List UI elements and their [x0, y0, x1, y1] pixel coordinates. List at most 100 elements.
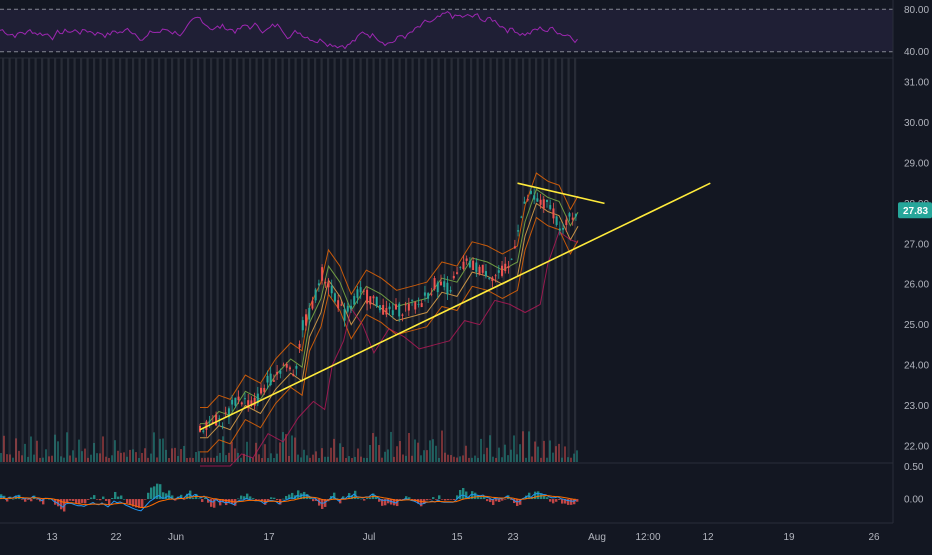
axes: 80.0040.0031.0030.0029.0028.0027.0026.00… [0, 0, 932, 543]
macd-histogram-bar [96, 499, 99, 500]
candle-body [504, 263, 507, 272]
volume-bar [273, 457, 275, 462]
macd-histogram-bar [519, 499, 522, 505]
session-stripe [450, 58, 453, 462]
macd-histogram-bar [192, 497, 195, 500]
candle-body [337, 300, 340, 309]
candle-body [247, 400, 250, 409]
macd-histogram-bar [117, 496, 120, 500]
volume-bar [288, 455, 290, 462]
candle-body [520, 216, 523, 218]
macd-histogram-bar [378, 499, 381, 502]
rsi-band-fill [0, 9, 893, 52]
volume-bar [447, 454, 449, 462]
x-tick-label: Aug [588, 532, 606, 543]
rsi-panel [0, 8, 893, 53]
volume-bar [336, 457, 338, 462]
candle-body [276, 371, 279, 375]
macd-histogram-bar [30, 499, 33, 502]
macd-histogram-bar [321, 499, 324, 509]
macd-histogram-bar [366, 498, 369, 500]
candle-body [218, 418, 221, 420]
session-stripe [288, 58, 291, 462]
session-stripe [145, 58, 148, 462]
session-shading [2, 58, 577, 462]
macd-histogram-bar [573, 499, 576, 505]
session-stripe [132, 58, 135, 462]
volume-bar [525, 457, 527, 462]
macd-histogram-bar [114, 491, 117, 500]
volume-bar [177, 456, 179, 462]
macd-histogram-bar [69, 499, 72, 501]
volume-bar [327, 456, 329, 462]
macd-histogram-bar [165, 493, 168, 500]
volume-bar [522, 431, 524, 462]
session-stripe [21, 58, 24, 462]
volume-bar [270, 453, 272, 462]
session-stripe [268, 58, 271, 462]
price-y-tick-label: 25.00 [904, 320, 929, 331]
macd-histogram-bar [111, 498, 114, 500]
volume-bar [201, 457, 203, 462]
volume-bar [492, 456, 494, 462]
candle-body [446, 282, 449, 295]
macd-histogram-bar [387, 499, 390, 504]
session-stripe [80, 58, 83, 462]
candle-body [353, 296, 356, 305]
price-panel[interactable] [0, 172, 711, 467]
macd-histogram-bar [27, 499, 30, 500]
volume-bar [276, 453, 278, 462]
macd-histogram-bar [138, 499, 141, 508]
volume-bar [60, 456, 62, 462]
candle-body [272, 380, 275, 382]
volume-bar [93, 442, 95, 462]
macd-histogram-bar [84, 499, 87, 504]
rsi-y-tick-label: 80.00 [904, 5, 929, 16]
volume-bar [171, 448, 173, 462]
candle-body [449, 290, 452, 292]
x-tick-label: Jul [363, 532, 376, 543]
session-stripe [535, 58, 538, 462]
price-y-tick-label: 23.00 [904, 401, 929, 412]
candle-body [256, 393, 259, 404]
macd-histogram-bar [576, 499, 579, 502]
macd-histogram-bar [171, 495, 174, 500]
macd-histogram-bar [240, 495, 243, 500]
macd-histogram-bar [168, 490, 171, 500]
macd-histogram-bar [120, 495, 123, 500]
macd-histogram-bar [255, 499, 258, 500]
volume-bar [429, 440, 431, 462]
candle-body [417, 303, 420, 305]
macd-histogram-bar [363, 499, 366, 501]
descending-trendline[interactable] [517, 182, 605, 205]
macd-histogram-bar [558, 499, 561, 500]
macd-histogram-bar [285, 495, 288, 500]
macd-histogram-bar [159, 484, 162, 500]
volume-bar [477, 457, 479, 462]
macd-histogram-bar [450, 499, 453, 500]
macd-histogram-bar [219, 499, 222, 506]
macd-histogram-bar [213, 499, 216, 508]
volume-bar [69, 455, 71, 462]
macd-histogram-bar [564, 499, 567, 504]
volume-bar [123, 452, 125, 462]
ascending-trendline[interactable] [199, 182, 711, 431]
macd-histogram-bar [42, 499, 45, 505]
macd-histogram-bar [453, 499, 456, 500]
volume-bar [78, 439, 80, 462]
volume-bar [75, 457, 77, 462]
session-stripe [112, 58, 115, 462]
macd-histogram-bar [333, 492, 336, 500]
volume-bar [219, 452, 221, 462]
macd-histogram-bar [375, 496, 378, 500]
macd-histogram-bar [342, 496, 345, 500]
session-stripe [509, 58, 512, 462]
candle-body [407, 303, 410, 311]
candle-body [221, 425, 224, 427]
candle-body [311, 300, 314, 309]
macd-histogram-bar [174, 499, 177, 501]
macd-histogram-bar [438, 495, 441, 500]
volume-bar [555, 446, 557, 462]
candle-body [308, 307, 311, 320]
candle-body [385, 308, 388, 315]
